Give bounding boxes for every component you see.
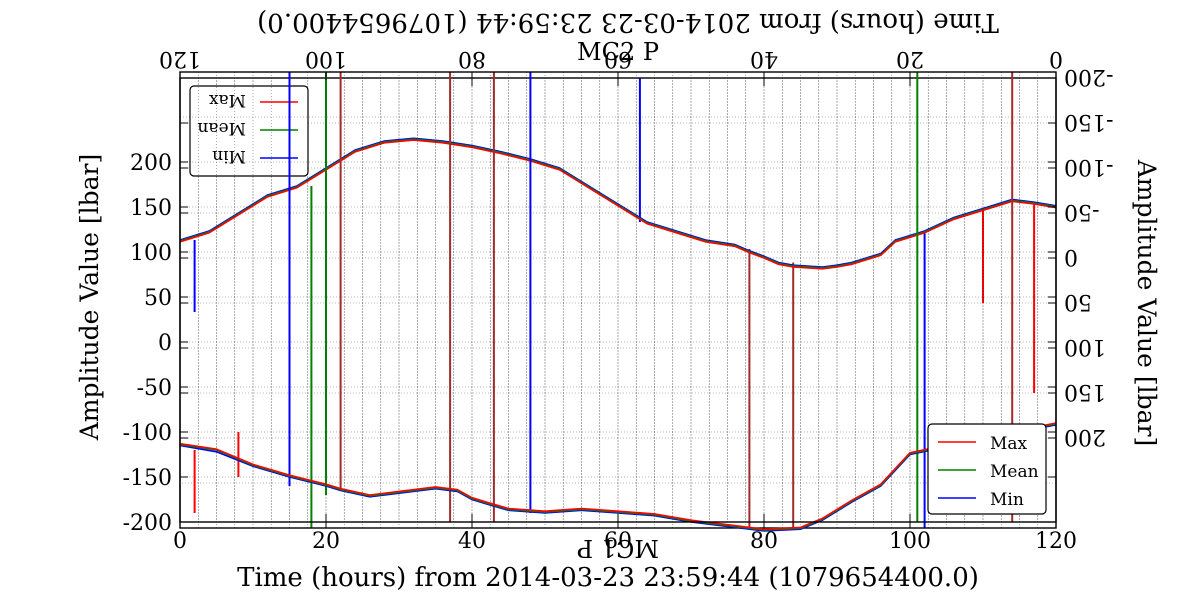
x-axis-label: Time (hours) from 2014-03-23 23:59:44 (1… [257, 7, 999, 37]
legend-label-min: Min [990, 490, 1024, 510]
x-tick-label: 120 [159, 46, 201, 71]
x-tick-label: 40 [458, 529, 486, 554]
legend-label-min: Min [212, 146, 246, 166]
y-axis-label: Amplitude Value [lbar] [75, 154, 104, 442]
x-tick-label: 80 [750, 529, 778, 554]
y-tick-label: 100 [130, 241, 172, 266]
legend-box [189, 85, 309, 177]
y-tick-label: -50 [137, 376, 172, 401]
x-tick-label: 0 [173, 529, 187, 554]
y-tick-label: 150 [130, 196, 172, 221]
y-tick-label: 150 [1064, 379, 1106, 404]
spike-lines [193, 72, 1014, 522]
x-tick-label: 80 [458, 46, 486, 71]
x-axis-label: Time (hours) from 2014-03-23 23:59:44 (1… [237, 563, 979, 593]
x-tick-label: 120 [1035, 529, 1077, 554]
y-tick-label: 200 [130, 151, 172, 176]
legend: Max Mean Min [927, 423, 1047, 515]
x-tick-label: 100 [305, 46, 347, 71]
legend: Min Mean Max [189, 85, 309, 177]
y-tick-label: -150 [123, 466, 172, 491]
y-tick-label: -200 [1064, 64, 1113, 89]
x-tick-label: 20 [312, 529, 340, 554]
x-tick-label: 0 [1049, 46, 1063, 71]
x-tick-label: 40 [750, 46, 778, 71]
y-axis-label: Amplitude Value [lbar] [1132, 159, 1161, 447]
x-tick-label: 60 [604, 529, 632, 554]
y-tick-label: -100 [1064, 154, 1113, 179]
legend-label-mean: Mean [197, 118, 246, 138]
x-tick-label: 60 [604, 46, 632, 71]
y-tick-label: 200 [1064, 424, 1106, 449]
spike-lines [193, 78, 1036, 528]
y-tick-label: 0 [1064, 244, 1078, 269]
series-line-max [179, 422, 1057, 531]
y-tick-label: 50 [1064, 289, 1092, 314]
y-tick-label: -50 [1064, 199, 1099, 224]
x-tick-label: 100 [889, 529, 931, 554]
y-tick-label: -200 [123, 511, 172, 536]
normal-chart-panel: 0 20 40 60 80 100 120 -200 -150 -100 -50 0 50 100 150 2… [75, 38, 1077, 593]
y-tick-label: 50 [144, 286, 172, 311]
chart-title: MC2 P [577, 38, 659, 66]
legend-box [927, 423, 1047, 515]
x-tick-label: 20 [896, 46, 924, 71]
y-tick-label: 0 [158, 331, 172, 356]
chart-title: MC1 P [577, 534, 659, 562]
y-tick-label: -150 [1064, 109, 1113, 134]
y-tick-label: 100 [1064, 334, 1106, 359]
legend-label-max: Max [990, 434, 1028, 454]
y-tick-label: -100 [123, 421, 172, 446]
legend-label-mean: Mean [990, 462, 1039, 482]
legend-label-max: Max [208, 90, 246, 110]
